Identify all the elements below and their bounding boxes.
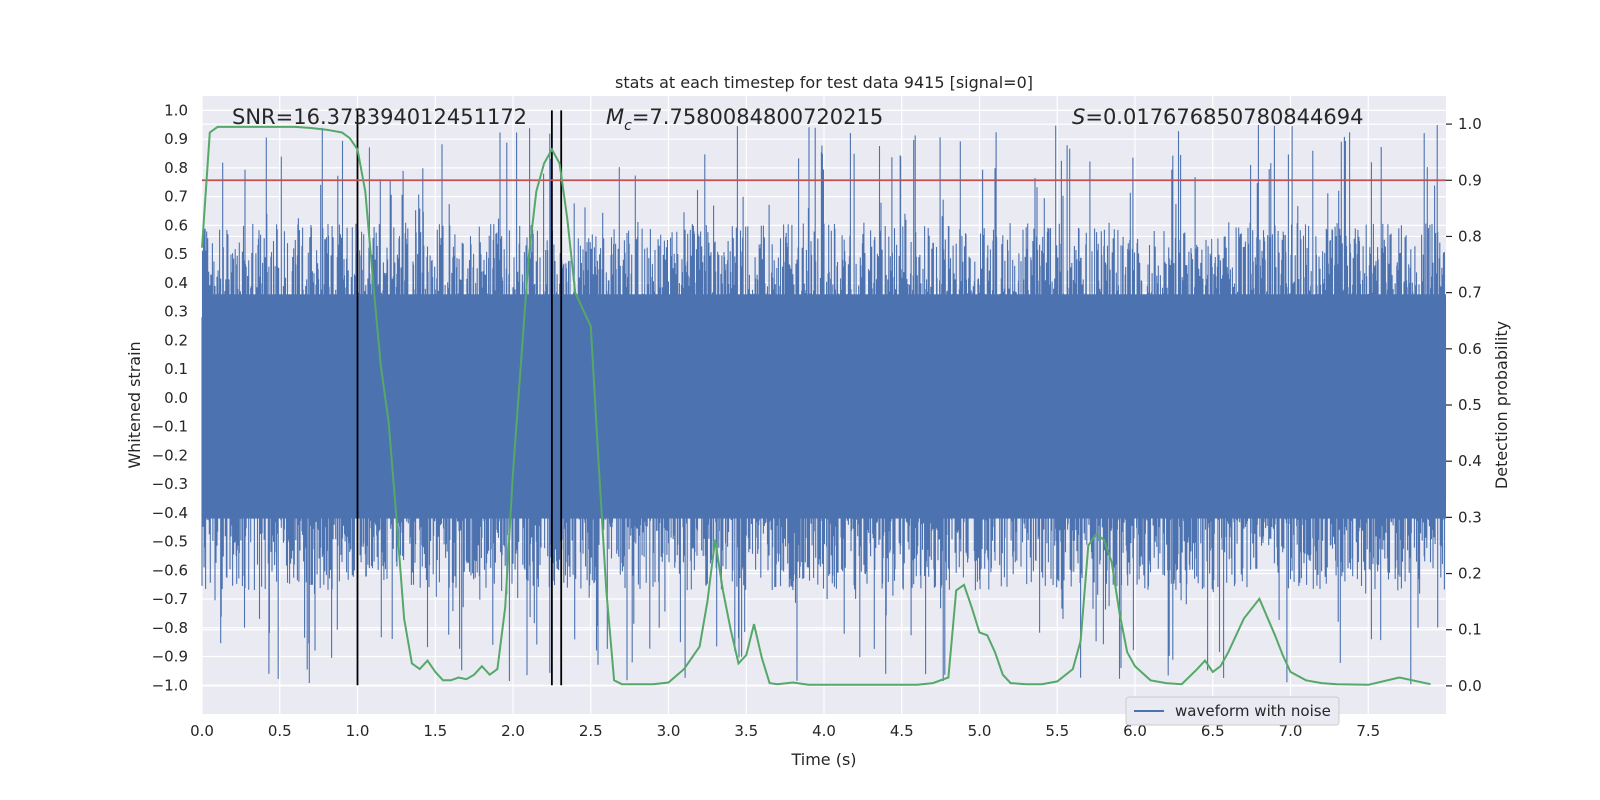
y-tick-label: 0.9	[164, 130, 188, 148]
detection-probability-line	[201, 125, 1431, 686]
x-tick-label: 7.0	[1279, 722, 1303, 740]
x-tick-label: 6.0	[1123, 722, 1147, 740]
x-tick-label: 2.0	[501, 722, 525, 740]
y2-tick-label: 0.3	[1458, 508, 1482, 526]
chart-title: stats at each timestep for test data 941…	[615, 73, 1033, 92]
y-tick-label: −0.7	[152, 590, 188, 608]
chirp-mass-symbol: M	[606, 105, 624, 129]
y2-axis-ticks: 1.0 0.9 0.8 0.7 0.6 0.5 0.4 0.3 0.2 0.1 0.0	[1446, 115, 1482, 695]
legend-box	[1125, 696, 1340, 726]
y-tick-label: 0.8	[164, 159, 188, 177]
x-tick-label: 3.0	[657, 722, 681, 740]
y2-tick-label: 1.0	[1458, 115, 1482, 133]
y-tick-label: −1.0	[152, 676, 188, 694]
y-tick-label: 0.0	[164, 389, 188, 407]
y2-tick-label: 0.6	[1458, 340, 1482, 358]
x-tick-label: 5.5	[1045, 722, 1069, 740]
chirp-mass-subscript: c	[624, 118, 632, 134]
y2-tick-label: 0.0	[1458, 677, 1482, 695]
y2-tick-label: 0.7	[1458, 284, 1482, 302]
y-tick-label: 0.3	[164, 303, 188, 321]
x-tick-label: 6.5	[1201, 722, 1225, 740]
y-tick-label: −0.6	[152, 561, 188, 579]
s-value: =0.017676850780844694	[1085, 105, 1363, 129]
y-tick-label: 0.4	[164, 274, 188, 292]
y2-tick-label: 0.2	[1458, 565, 1482, 583]
x-tick-label: 4.5	[890, 722, 914, 740]
x-axis-ticks: 0.0 0.5 1.0 1.5 2.0 2.5 3.0 3.5 4.0 4.5 5.0 5.5 6.0 6…	[190, 722, 1380, 740]
s-symbol: S	[1072, 105, 1085, 129]
y-tick-label: −0.5	[152, 533, 188, 551]
y-tick-label: −0.2	[152, 446, 188, 464]
y2-tick-label: 0.5	[1458, 396, 1482, 414]
marker-lines	[356, 110, 563, 686]
y-tick-label: −0.4	[152, 504, 188, 522]
y-tick-label: 0.7	[164, 188, 188, 206]
y-tick-label: −0.9	[152, 648, 188, 666]
y2-tick-label: 0.9	[1458, 171, 1482, 189]
y2-tick-label: 0.8	[1458, 227, 1482, 245]
y2-tick-label: 0.1	[1458, 621, 1482, 639]
x-tick-label: 5.0	[968, 722, 992, 740]
legend-label: waveform with noise	[1175, 702, 1331, 720]
y-tick-label: 0.2	[164, 331, 188, 349]
x-tick-label: 1.0	[346, 722, 370, 740]
x-tick-label: 1.5	[423, 722, 447, 740]
x-axis-label: Time (s)	[790, 750, 856, 769]
y-axis-ticks: 1.0 0.9 0.8 0.7 0.6 0.5 0.4 0.3 0.2 0.1 0.0 −0.1 −0.…	[152, 101, 188, 694]
legend: waveform with noise	[1125, 696, 1340, 726]
y-tick-label: −0.3	[152, 475, 188, 493]
waveform-trace	[201, 125, 1447, 685]
y2-tick-label: 0.4	[1458, 452, 1482, 470]
x-tick-label: 4.0	[812, 722, 836, 740]
x-tick-label: 3.5	[734, 722, 758, 740]
x-tick-label: 7.5	[1356, 722, 1380, 740]
y-tick-label: −0.8	[152, 619, 188, 637]
waveform-series	[201, 125, 1447, 685]
y-axis-label: Whitened strain	[125, 341, 144, 468]
y-tick-label: 0.5	[164, 245, 188, 263]
chirp-mass-annotation: Mc=7.7580084800720215	[606, 105, 883, 134]
y-tick-label: 1.0	[164, 101, 188, 119]
x-tick-label: 0.5	[268, 722, 292, 740]
x-tick-label: 0.0	[190, 722, 214, 740]
chirp-mass-value: =7.7580084800720215	[632, 105, 883, 129]
y-tick-label: 0.1	[164, 360, 188, 378]
y-tick-label: 0.6	[164, 216, 188, 234]
s-annotation: S=0.017676850780844694	[1072, 105, 1363, 129]
x-tick-label: 2.5	[579, 722, 603, 740]
snr-annotation: SNR=16.373394012451172	[232, 105, 527, 129]
y-tick-label: −0.1	[152, 418, 188, 436]
y2-axis-label: Detection probability	[1492, 321, 1511, 489]
